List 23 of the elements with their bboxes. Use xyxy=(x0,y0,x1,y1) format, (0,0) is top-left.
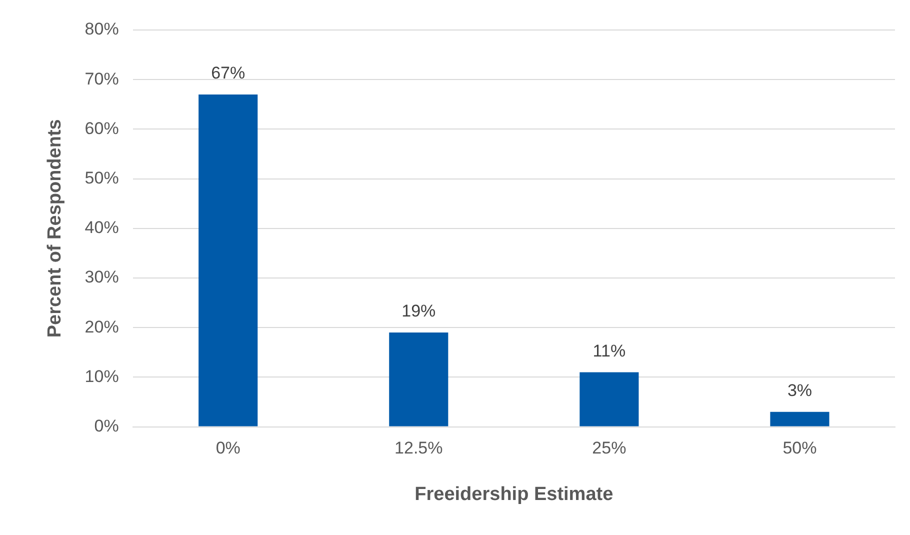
y-axis-title: Percent of Respondents xyxy=(44,119,66,338)
y-tick-label: 0% xyxy=(94,416,119,436)
y-tick-label: 20% xyxy=(84,317,119,336)
x-axis-title: Freeidership Estimate xyxy=(414,484,614,505)
y-tick-label: 60% xyxy=(84,118,119,138)
x-tick-label: 12.5% xyxy=(394,438,443,458)
bar xyxy=(389,332,448,426)
bar xyxy=(770,412,830,426)
y-tick-label: 70% xyxy=(84,69,119,88)
bar xyxy=(580,372,639,426)
y-tick-label: 80% xyxy=(84,20,119,39)
data-label: 11% xyxy=(592,341,626,360)
x-tick-label: 0% xyxy=(216,438,240,458)
data-label: 19% xyxy=(402,302,436,321)
x-tick-label: 25% xyxy=(592,438,626,458)
data-label: 67% xyxy=(211,64,246,83)
y-tick-label: 30% xyxy=(84,268,119,287)
y-tick-label: 40% xyxy=(84,218,119,238)
x-tick-label: 50% xyxy=(782,438,817,458)
data-label: 3% xyxy=(787,381,812,400)
bar xyxy=(198,94,258,426)
y-tick-label: 50% xyxy=(84,168,119,188)
y-tick-label: 10% xyxy=(84,366,119,386)
